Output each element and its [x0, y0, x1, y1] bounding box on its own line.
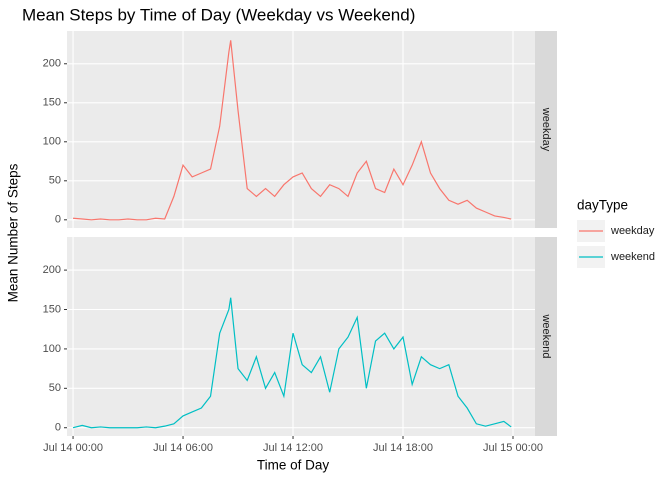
data-line	[72, 40, 512, 221]
x-tick-label: Jul 14 12:00	[263, 442, 323, 454]
facet-label: weekend	[540, 313, 552, 358]
x-axis-label: Time of Day	[257, 458, 330, 473]
x-tick-label: Jul 14 00:00	[43, 442, 103, 454]
y-tick-label: 0	[55, 422, 61, 434]
y-tick-label: 100	[43, 136, 61, 148]
chart-title: Mean Steps by Time of Day (Weekday vs We…	[22, 5, 415, 24]
y-tick-label: 50	[49, 175, 61, 187]
data-line	[72, 297, 512, 429]
x-tick-label: Jul 14 06:00	[153, 442, 213, 454]
x-tick-label: Jul 14 18:00	[373, 442, 433, 454]
y-tick-label: 100	[43, 343, 61, 355]
y-axis-label: Mean Number of Steps	[6, 163, 21, 302]
legend-title: dayType	[577, 198, 628, 213]
y-tick-label: 150	[43, 97, 61, 109]
facet-strip	[535, 237, 557, 436]
x-tick-label: Jul 15 00:00	[483, 442, 543, 454]
y-tick-label: 200	[43, 264, 61, 276]
y-tick-label: 200	[43, 58, 61, 70]
y-tick-label: 150	[43, 303, 61, 315]
facet-strip	[535, 31, 557, 228]
y-tick-label: 0	[55, 214, 61, 226]
facet-label: weekday	[540, 107, 552, 152]
panel-background	[67, 31, 535, 228]
y-tick-label: 50	[49, 382, 61, 394]
panel-background	[67, 237, 535, 436]
legend-label: weekday	[610, 225, 655, 237]
legend-label: weekend	[610, 251, 655, 263]
